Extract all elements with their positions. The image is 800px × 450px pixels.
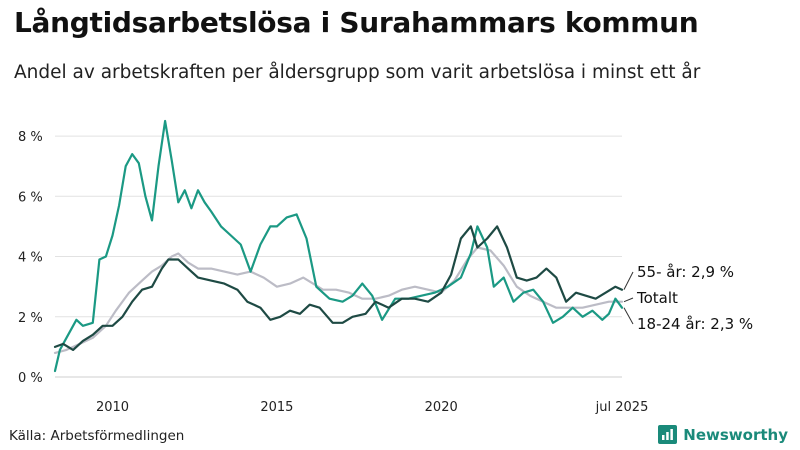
y-tick-label: 0 % xyxy=(18,371,43,386)
x-tick-label: 2015 xyxy=(260,400,293,415)
end-label-leader xyxy=(623,297,634,303)
brand-logo[interactable]: Newsworthy xyxy=(658,425,788,444)
x-tick-label: 2010 xyxy=(96,400,129,415)
y-tick-label: 2 % xyxy=(18,311,43,326)
x-tick-label: 2020 xyxy=(425,400,458,415)
source-note: Källa: Arbetsförmedlingen xyxy=(9,428,185,444)
y-tick-label: 6 % xyxy=(18,190,43,205)
newsworthy-logo-icon xyxy=(658,425,678,444)
brand-name: Newsworthy xyxy=(683,425,788,444)
series-line-55-år xyxy=(53,225,624,351)
y-tick-label: 4 % xyxy=(18,251,43,266)
chart-title: Långtidsarbetslösa i Surahammars kommun xyxy=(14,6,699,39)
end-label-55-år: 55- år: 2,9 % xyxy=(637,263,734,281)
x-tick-label: jul 2025 xyxy=(595,400,649,415)
end-label-totalt: Totalt xyxy=(636,289,678,307)
series-line-totalt xyxy=(53,246,624,354)
series-line-18-24-år xyxy=(53,119,624,373)
end-label-18-24-år: 18-24 år: 2,3 % xyxy=(637,315,753,333)
end-label-leader xyxy=(623,271,634,290)
y-tick-label: 8 % xyxy=(18,130,43,145)
end-label-leader xyxy=(623,307,634,325)
chart-subtitle: Andel av arbetskraften per åldersgrupp s… xyxy=(14,62,701,83)
